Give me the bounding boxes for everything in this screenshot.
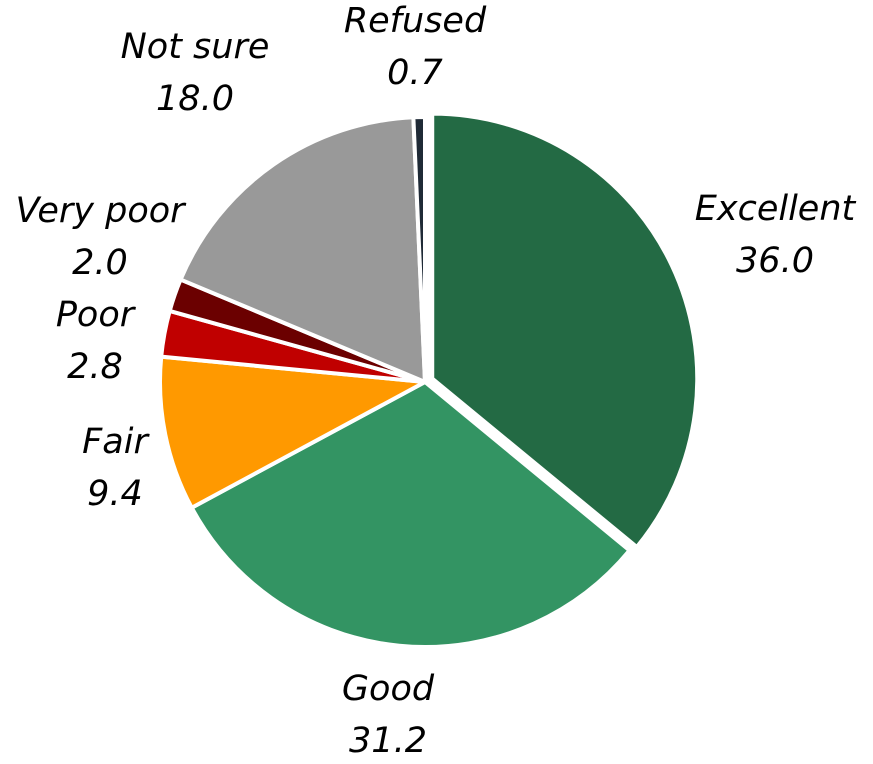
slice-value: 0.7 <box>387 53 443 93</box>
slice-value: 31.2 <box>349 721 427 761</box>
pie-slice <box>189 379 633 649</box>
slice-label: Good <box>342 669 435 709</box>
pie-slice <box>177 115 428 386</box>
slice-label: Fair <box>82 422 150 462</box>
slice-value: 36.0 <box>736 241 814 281</box>
pie-slice <box>411 114 427 383</box>
pie-slice <box>158 354 432 511</box>
slice-value: 2.0 <box>72 243 128 283</box>
slice-value: 18.0 <box>156 79 234 119</box>
slice-label: Poor <box>56 295 137 335</box>
slice-label: Excellent <box>695 189 857 229</box>
slice-value: 9.4 <box>87 474 143 514</box>
slice-label: Not sure <box>121 27 270 67</box>
pie-slice <box>430 111 700 550</box>
slice-label: Very poor <box>15 191 187 231</box>
slice-label: Refused <box>344 1 487 41</box>
slice-value: 2.8 <box>67 347 123 387</box>
